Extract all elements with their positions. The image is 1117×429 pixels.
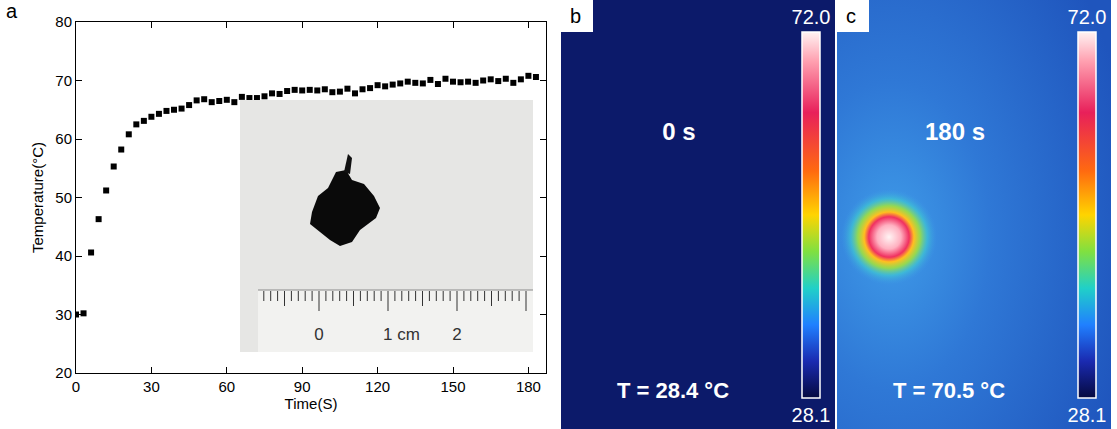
svg-text:40: 40 — [55, 247, 72, 264]
svg-text:Time(S): Time(S) — [285, 395, 338, 412]
svg-text:Temperature(°C): Temperature(°C) — [29, 142, 46, 253]
svg-text:180: 180 — [516, 378, 541, 395]
svg-text:150: 150 — [440, 378, 465, 395]
svg-text:1 cm: 1 cm — [383, 325, 420, 344]
svg-text:20: 20 — [55, 364, 72, 381]
svg-text:b: b — [570, 5, 581, 27]
svg-text:120: 120 — [365, 378, 390, 395]
svg-text:50: 50 — [55, 189, 72, 206]
svg-text:70: 70 — [55, 72, 72, 89]
svg-text:72.0: 72.0 — [1068, 6, 1107, 28]
svg-text:T = 28.4 °C: T = 28.4 °C — [617, 378, 729, 403]
svg-text:60: 60 — [218, 378, 235, 395]
svg-text:0 s: 0 s — [662, 118, 695, 145]
svg-text:0: 0 — [314, 325, 323, 344]
svg-text:c: c — [846, 5, 856, 27]
svg-text:28.1: 28.1 — [792, 404, 831, 426]
svg-text:0: 0 — [72, 378, 80, 395]
svg-text:72.0: 72.0 — [792, 6, 831, 28]
svg-text:T = 70.5 °C: T = 70.5 °C — [893, 378, 1005, 403]
svg-text:28.1: 28.1 — [1068, 404, 1107, 426]
svg-text:30: 30 — [55, 306, 72, 323]
svg-text:180 s: 180 s — [925, 118, 985, 145]
svg-text:60: 60 — [55, 130, 72, 147]
svg-text:90: 90 — [294, 378, 311, 395]
svg-text:2: 2 — [452, 325, 461, 344]
svg-text:30: 30 — [143, 378, 160, 395]
svg-text:80: 80 — [55, 13, 72, 30]
html-text:a: a — [6, 0, 18, 22]
